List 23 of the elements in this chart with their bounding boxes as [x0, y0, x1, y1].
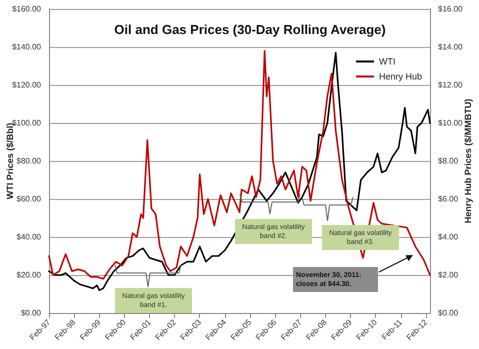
- legend-label: WTI: [378, 56, 396, 66]
- y2-tick-label: $12.00: [438, 80, 464, 90]
- y-tick-label: $140.00: [12, 42, 42, 52]
- y-tick-label: $0.00: [20, 308, 42, 318]
- y-tick-label: $160.00: [12, 4, 42, 14]
- y2-tick-label: $10.00: [438, 118, 464, 128]
- text: Oil and Gas Prices (30-Day Rolling Average): [114, 22, 386, 37]
- y2-tick-label: $16.00: [438, 4, 464, 14]
- y-tick-label: $80.00: [16, 156, 42, 166]
- y-tick-label: $100.00: [12, 118, 42, 128]
- y-tick-label: $20.00: [16, 270, 42, 280]
- y2-tick-label: $14.00: [438, 42, 464, 52]
- y-axis-title: WTI Prices ($/Bbl): [5, 122, 15, 200]
- y2-tick-label: $4.00: [438, 232, 459, 242]
- y2-tick-label: $6.00: [438, 194, 459, 204]
- y-tick-label: $60.00: [16, 194, 42, 204]
- y2-tick-label: $8.00: [438, 156, 459, 166]
- y2-tick-label: $2.00: [438, 270, 459, 280]
- legend-label: Henry Hub: [378, 72, 422, 82]
- y2-tick-label: $0.00: [438, 308, 459, 318]
- y-tick-label: $40.00: [16, 232, 42, 242]
- y2-axis-title: Henry Hub Prices ($/MMBTU): [463, 98, 473, 224]
- y-tick-label: $120.00: [12, 80, 42, 90]
